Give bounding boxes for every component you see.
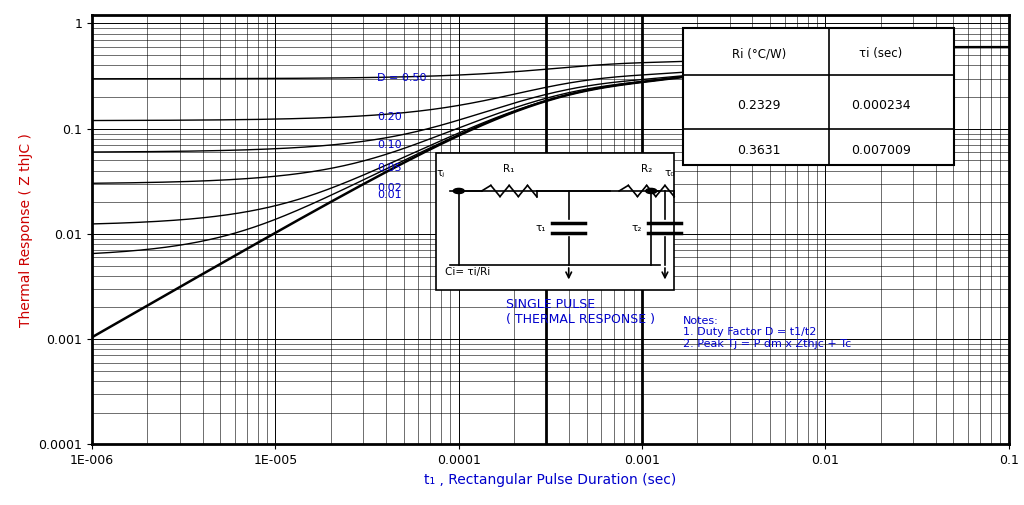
Text: τ₀: τ₀ (665, 168, 675, 178)
Text: 0.3631: 0.3631 (737, 144, 780, 157)
Text: 0.20: 0.20 (378, 113, 402, 123)
Text: R₂: R₂ (641, 164, 652, 174)
Text: Ci= τi/Ri: Ci= τi/Ri (445, 267, 490, 277)
Text: D = 0.50: D = 0.50 (378, 73, 427, 83)
Circle shape (646, 188, 656, 193)
Text: 0.01: 0.01 (378, 190, 402, 200)
Circle shape (454, 188, 464, 193)
Text: τⱼ: τⱼ (436, 168, 444, 178)
Y-axis label: Thermal Response ( Z thJC ): Thermal Response ( Z thJC ) (19, 133, 33, 327)
Text: τ₁: τ₁ (536, 223, 546, 233)
Text: R₁: R₁ (504, 164, 515, 174)
Text: 0.000234: 0.000234 (851, 99, 910, 112)
Text: 0.007009: 0.007009 (851, 144, 910, 157)
Text: 0.05: 0.05 (378, 164, 402, 173)
Text: τi (sec): τi (sec) (859, 47, 902, 60)
Text: 0.02: 0.02 (378, 183, 402, 193)
Text: 0.10: 0.10 (378, 140, 402, 150)
Text: Notes:
1. Duty Factor D = t1/t2
2. Peak Tj = P dm x Zthjc + Tc: Notes: 1. Duty Factor D = t1/t2 2. Peak … (683, 316, 852, 349)
Bar (436, 153, 674, 290)
X-axis label: t₁ , Rectangular Pulse Duration (sec): t₁ , Rectangular Pulse Duration (sec) (424, 473, 677, 487)
Bar (683, 28, 953, 166)
Text: 0.2329: 0.2329 (737, 99, 780, 112)
Text: Ri (°C/W): Ri (°C/W) (732, 47, 786, 60)
Text: τ₂: τ₂ (632, 223, 642, 233)
Text: SINGLE PULSE
( THERMAL RESPONSE ): SINGLE PULSE ( THERMAL RESPONSE ) (506, 298, 654, 326)
